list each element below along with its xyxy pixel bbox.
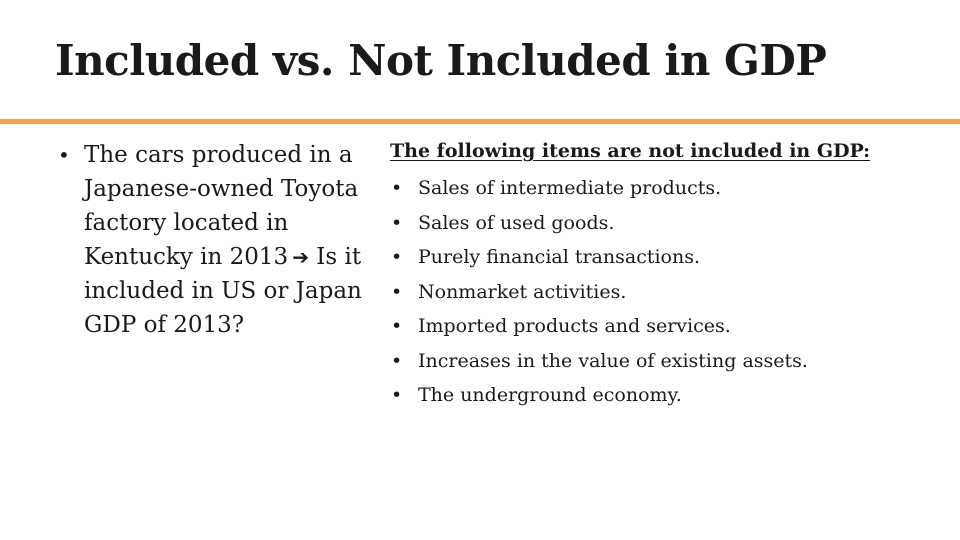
list-item-label: Imported products and services. bbox=[418, 315, 731, 337]
slide-title: Included vs. Not Included in GDP bbox=[55, 36, 827, 85]
not-included-heading: The following items are not included in … bbox=[390, 140, 871, 162]
list-item-label: The underground economy. bbox=[418, 384, 682, 406]
left-bullet-text: The cars produced in a Japanese-owned To… bbox=[84, 138, 368, 342]
bullet-statement: The cars produced in a Japanese-owned To… bbox=[84, 142, 359, 270]
list-item-label: Purely financial transactions. bbox=[418, 246, 701, 268]
list-item: • Purely financial transactions. bbox=[390, 240, 950, 275]
left-bullet-item: • The cars produced in a Japanese-owned … bbox=[58, 138, 368, 342]
list-item: • Increases in the value of existing asse… bbox=[390, 344, 950, 379]
list-item: • The underground economy. bbox=[390, 378, 950, 413]
right-arrow-icon: ➔ bbox=[292, 245, 309, 269]
list-item-label: Sales of used goods. bbox=[418, 211, 615, 234]
bullet-icon: • bbox=[391, 211, 403, 234]
right-column: The following items are not included in … bbox=[390, 137, 950, 413]
bullet-icon: • bbox=[391, 315, 403, 337]
list-item-label: Nonmarket activities. bbox=[418, 280, 627, 303]
list-item: • Nonmarket activities. bbox=[390, 275, 950, 310]
bullet-question: Is it included in US or Japan GDP of 201… bbox=[84, 244, 362, 338]
list-item: • Sales of intermediate products. bbox=[390, 171, 950, 206]
list-item: • Sales of used goods. bbox=[390, 206, 950, 241]
not-included-list: • Sales of intermediate products. • Sales … bbox=[390, 171, 950, 413]
left-column: • The cars produced in a Japanese-owned … bbox=[58, 138, 368, 342]
bullet-icon: • bbox=[391, 384, 403, 406]
list-item: • Imported products and services. bbox=[390, 309, 950, 344]
bullet-icon: • bbox=[391, 246, 403, 268]
bullet-icon: • bbox=[391, 177, 403, 199]
list-item-label: Sales of intermediate products. bbox=[418, 177, 722, 199]
bullet-icon: • bbox=[58, 143, 70, 167]
list-item-label: Increases in the value of existing asset… bbox=[418, 349, 808, 372]
title-accent-rule bbox=[0, 119, 960, 124]
bullet-icon: • bbox=[391, 280, 403, 303]
bullet-icon: • bbox=[391, 349, 403, 372]
